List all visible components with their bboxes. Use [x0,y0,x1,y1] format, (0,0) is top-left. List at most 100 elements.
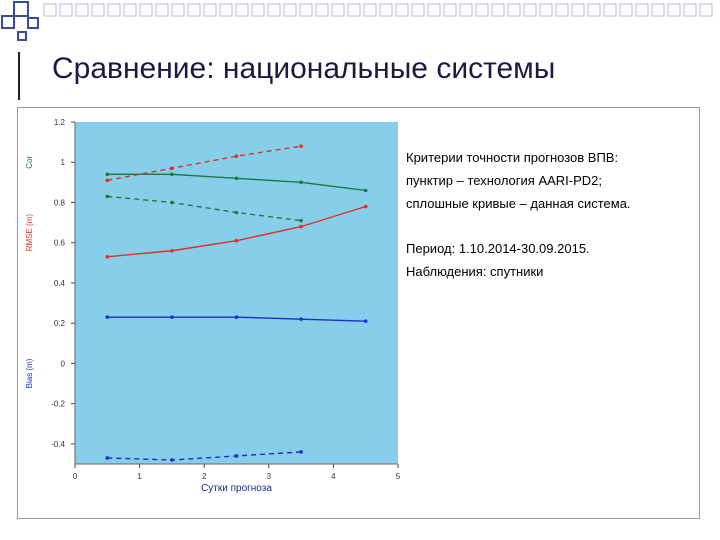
data-point-bias-dashed [105,456,110,460]
y-tick-label: -0.2 [51,400,65,409]
deco-gray-square [187,3,201,17]
plot-area [75,122,398,464]
y-axis-label-rmse: RMSE (m) [25,214,34,252]
deco-blue-square [13,1,29,17]
y-tick-label: 1.2 [54,118,66,127]
chart: 1.2 1 0.8 0.6 0.4 0.2 0 -0.2 -0.4 0 1 2 3 4 5 Сутки про… [25,118,401,494]
deco-gray-square [203,3,217,17]
data-point-rmse-solid [105,254,110,259]
data-point-bias-dashed [170,458,174,462]
data-point-cor-dashed [105,194,110,199]
deco-gray-square [219,3,233,17]
deco-gray-square [699,3,713,17]
page-title: Сравнение: национальные системы [52,52,556,85]
data-point-rmse-dashed [299,144,303,148]
deco-gray-square [43,3,57,17]
data-point-bias-dashed [299,450,303,454]
data-point-rmse-solid [363,204,368,209]
notes-block: Критерии точности прогнозов ВПВ: пунктир… [406,146,706,283]
data-point-cor-solid [170,172,174,177]
deco-gray-square [411,3,425,17]
data-point-cor-solid [299,180,303,185]
deco-blue-square [1,15,15,29]
deco-gray-square [571,3,585,17]
data-point-rmse-dashed [105,178,110,183]
y-tick-label: 0.4 [54,279,66,288]
y-tick-label: 1 [61,158,66,167]
data-point-cor-dashed [234,210,239,215]
data-point-cor-solid [105,172,110,177]
deco-gray-square [587,3,601,17]
deco-gray-square [635,3,649,17]
y-tick-label: -0.4 [51,440,65,449]
x-tick-label: 0 [73,472,78,481]
deco-gray-square [91,3,105,17]
data-point-cor-solid [363,188,368,193]
data-point-rmse-solid [170,248,174,253]
data-point-cor-solid [234,176,239,181]
decorative-squares [0,0,720,41]
y-tick-label: 0.8 [54,198,66,207]
deco-gray-square [107,3,121,17]
notes-line-dashed: пунктир – технология AARI-PD2; [406,173,603,188]
y-tick-label: 0 [61,359,66,368]
data-point-cor-dashed [170,200,174,205]
deco-blue-square [27,17,39,29]
title-accent-line [18,52,20,100]
x-tick-label: 3 [267,472,272,481]
square-pattern [1,1,713,41]
notes-line-observations: Наблюдения: спутники [406,264,544,279]
deco-gray-square [459,3,473,17]
deco-gray-square [603,3,617,17]
x-axis-label: Сутки прогноза [201,483,272,494]
deco-gray-square [555,3,569,17]
deco-gray-square [139,3,153,17]
deco-gray-square [523,3,537,17]
data-point-rmse-solid [234,238,239,243]
deco-gray-square [667,3,681,17]
data-point-bias-solid [105,315,110,319]
deco-gray-square [363,3,377,17]
deco-gray-square [315,3,329,17]
y-axis-label-cor: Cor [25,155,34,168]
deco-gray-square [347,3,361,17]
deco-gray-square [251,3,265,17]
deco-gray-square [283,3,297,17]
deco-gray-square [59,3,73,17]
deco-gray-square [171,3,185,17]
deco-gray-square [267,3,281,17]
y-tick-label: 0.2 [54,319,66,328]
data-point-bias-solid [363,319,368,323]
deco-gray-square [331,3,345,17]
x-tick-label: 1 [137,472,142,481]
notes-line-period: Период: 1.10.2014-30.09.2015. [406,241,590,256]
notes-line-criteria: Критерии точности прогнозов ВПВ: [406,150,619,165]
deco-gray-square [683,3,697,17]
deco-gray-square [155,3,169,17]
data-point-cor-dashed [299,218,303,223]
deco-gray-square [539,3,553,17]
deco-gray-square [619,3,633,17]
deco-gray-square [507,3,521,17]
notes-line-solid: сплошные кривые – данная система. [406,196,631,211]
series-line-rmse-dashed [107,145,302,182]
deco-gray-square [443,3,457,17]
deco-gray-square [75,3,89,17]
y-axis-label-bias: Bias (m) [25,358,34,388]
x-tick-label: 5 [396,472,401,481]
deco-gray-square [395,3,409,17]
y-tick-label: 0.6 [54,239,66,248]
data-point-bias-solid [299,317,303,321]
data-point-rmse-dashed [234,154,239,158]
series-line-cor-dashed [107,195,302,222]
deco-gray-square [651,3,665,17]
data-point-rmse-dashed [170,166,174,171]
data-point-bias-solid [234,315,239,319]
deco-gray-square [299,3,313,17]
deco-gray-square [379,3,393,17]
deco-gray-square [491,3,505,17]
x-tick-label: 4 [331,472,336,481]
deco-gray-square [475,3,489,17]
deco-gray-square [427,3,441,17]
data-point-bias-dashed [234,454,239,458]
